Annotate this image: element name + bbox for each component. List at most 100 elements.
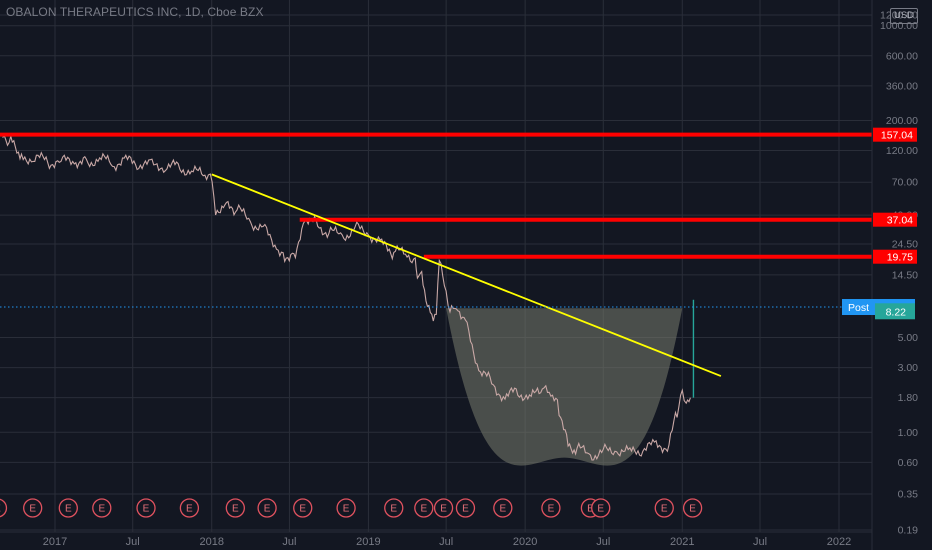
time-tick-label: Jul [439, 536, 453, 548]
earnings-marker-label: E [343, 504, 350, 515]
level-price-label: 157.04 [881, 130, 913, 142]
earnings-marker-label: E [462, 504, 469, 515]
earnings-marker[interactable]: E [433, 498, 454, 518]
price-series-line [2, 134, 691, 461]
price-tick-label: 0.35 [898, 489, 919, 501]
price-tick-label: 1.00 [898, 427, 919, 439]
earnings-marker-label: E [65, 504, 72, 515]
price-axis-panel [872, 0, 932, 550]
earnings-marker[interactable]: E [179, 498, 200, 518]
price-tick-label: 70.00 [892, 177, 918, 189]
earnings-marker[interactable]: E [493, 498, 513, 518]
earnings-marker-circle [336, 498, 356, 518]
earnings-marker-label: E [499, 504, 506, 515]
time-tick-label: 2022 [827, 536, 851, 548]
earnings-marker-label: E [597, 504, 604, 515]
earnings-marker[interactable]: E [23, 498, 43, 518]
earnings-marker[interactable]: E [455, 498, 476, 518]
last-price-label: 8.22 [886, 306, 907, 318]
earnings-marker-label: E [0, 504, 1, 515]
level-price-label: 37.04 [887, 215, 913, 227]
earnings-marker[interactable]: E [682, 498, 703, 518]
earnings-marker[interactable]: E [136, 498, 156, 518]
earnings-marker[interactable]: E [0, 498, 8, 518]
earnings-marker[interactable]: E [654, 498, 674, 518]
price-tick-label: 1200.00 [880, 10, 918, 22]
earnings-marker-label: E [689, 504, 696, 515]
price-tick-label: 120.00 [886, 145, 918, 157]
grid [0, 0, 872, 532]
cup-pattern-shape [446, 308, 683, 466]
time-tick-label: Jul [753, 536, 767, 548]
earnings-marker-label: E [29, 504, 36, 515]
post-market-label: Post [848, 302, 869, 314]
time-tick-label: Jul [596, 536, 610, 548]
earnings-marker-circle [257, 498, 277, 518]
earnings-marker-label: E [390, 504, 397, 515]
earnings-marker-label: E [661, 504, 668, 515]
time-tick-label: 2017 [43, 536, 67, 548]
currency-badge[interactable]: USD [890, 8, 918, 24]
earnings-marker-label: E [440, 504, 447, 515]
earnings-marker-label: E [420, 504, 427, 515]
time-tick-label: Jul [126, 536, 140, 548]
earnings-marker-circle [384, 498, 404, 518]
earnings-marker[interactable]: E [293, 498, 313, 518]
price-tick-label: 360.00 [886, 80, 918, 92]
earnings-marker-circle [414, 498, 434, 518]
earnings-marker[interactable]: E [336, 498, 356, 518]
level-price-tag [873, 127, 917, 142]
earnings-marker[interactable]: E [92, 498, 112, 518]
time-tick-label: Jul [282, 536, 296, 548]
earnings-marker-label: E [186, 504, 193, 515]
earnings-marker[interactable]: E [58, 498, 78, 518]
earnings-marker-circle [433, 498, 454, 518]
earnings-marker-circle [225, 498, 245, 518]
earnings-marker-label: E [299, 504, 306, 515]
time-tick-label: 2021 [670, 536, 694, 548]
earnings-marker-circle [455, 498, 476, 518]
earnings-marker[interactable]: E [225, 498, 245, 518]
earnings-marker-circle [136, 498, 156, 518]
earnings-marker-label: E [143, 504, 150, 515]
price-tick-label: 5.00 [898, 332, 919, 344]
time-tick-label: 2019 [356, 536, 380, 548]
price-tick-label: 3.00 [898, 362, 919, 374]
price-tick-label: 200.00 [886, 115, 918, 127]
earnings-marker-label: E [232, 504, 239, 515]
earnings-marker-label: E [98, 504, 105, 515]
post-market-tag [842, 299, 875, 316]
earnings-marker[interactable]: E [384, 498, 404, 518]
earnings-marker-circle [654, 498, 674, 518]
earnings-marker[interactable]: E [591, 498, 611, 518]
earnings-marker-circle [493, 498, 513, 518]
price-tick-label: 14.50 [892, 269, 918, 281]
earnings-marker-circle [0, 498, 8, 518]
level-price-tag [873, 212, 917, 227]
time-tick-label: 2020 [513, 536, 537, 548]
earnings-marker-label: E [264, 504, 271, 515]
earnings-marker-circle [179, 498, 200, 518]
level-price-tag [873, 249, 917, 264]
price-tick-label: 0.19 [898, 525, 919, 537]
earnings-marker[interactable]: E [257, 498, 277, 518]
time-tick-label: 2018 [199, 536, 223, 548]
last-price-tag [875, 303, 915, 320]
earnings-marker-circle [591, 498, 611, 518]
level-price-label: 19.75 [887, 252, 913, 264]
price-tick-label: 1.80 [898, 392, 919, 404]
price-tick-label: 600.00 [886, 50, 918, 62]
symbol-title: OBALON THERAPEUTICS INC, 1D, Cboe BZX [6, 5, 264, 19]
price-tick-label: 24.50 [892, 239, 918, 251]
earnings-marker[interactable]: E [414, 498, 434, 518]
earnings-marker-circle [682, 498, 703, 518]
earnings-marker-label: E [587, 504, 594, 515]
price-tick-label: 0.60 [898, 457, 919, 469]
earnings-marker-circle [23, 498, 43, 518]
earnings-marker-label: E [548, 504, 555, 515]
earnings-marker-circle [58, 498, 78, 518]
earnings-marker[interactable]: E [541, 498, 561, 518]
earnings-marker-circle [541, 498, 561, 518]
